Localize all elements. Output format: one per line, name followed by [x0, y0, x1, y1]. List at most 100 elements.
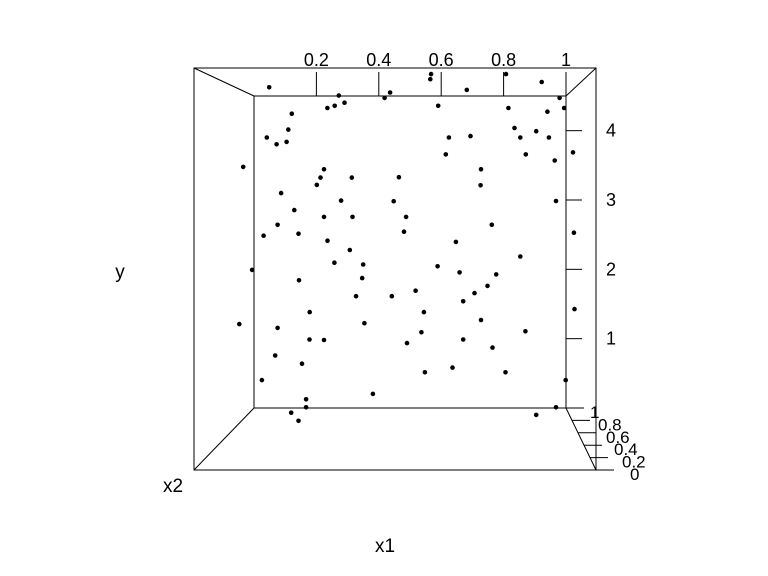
data-point — [307, 309, 313, 315]
x-tick-label: 0.6 — [429, 50, 454, 70]
y-axis: 1 2 3 4 — [566, 121, 616, 349]
data-point — [275, 325, 280, 331]
y-tick-label: 4 — [606, 121, 616, 141]
data-point — [518, 254, 523, 259]
data-point — [478, 167, 484, 172]
data-point — [404, 340, 410, 346]
x-axis-label: x1 — [375, 536, 395, 557]
data-point — [338, 198, 344, 203]
data-point — [422, 370, 428, 375]
data-point — [296, 278, 302, 283]
data-point — [296, 231, 301, 236]
data-point — [382, 95, 387, 101]
data-point — [506, 105, 511, 111]
data-point — [472, 290, 477, 296]
data-point — [321, 167, 327, 172]
data-point — [523, 329, 528, 334]
data-point — [325, 105, 330, 111]
data-point — [321, 337, 327, 343]
data-point — [259, 377, 265, 383]
data-point — [318, 175, 323, 180]
x-tick-label: 0.8 — [491, 50, 516, 70]
data-point — [325, 238, 330, 243]
data-point — [303, 397, 309, 402]
data-point — [350, 214, 355, 220]
data-point — [503, 71, 509, 77]
data-point — [249, 267, 255, 273]
data-points — [237, 71, 577, 424]
data-point — [275, 222, 280, 228]
data-point — [347, 247, 353, 253]
data-point — [533, 128, 539, 134]
z-tick-label: 0 — [630, 465, 639, 484]
data-point — [485, 283, 490, 289]
y-axis-label: y — [115, 262, 125, 283]
data-point — [332, 260, 337, 266]
data-point — [450, 365, 455, 370]
data-point — [460, 337, 466, 342]
data-point — [274, 142, 279, 147]
box-edge-top-right — [565, 67, 597, 97]
data-point — [419, 330, 424, 335]
data-point — [512, 125, 517, 131]
x-tick-label: 0.2 — [304, 50, 329, 70]
data-point — [546, 135, 552, 140]
data-point — [359, 275, 365, 281]
data-point — [286, 127, 291, 132]
x-tick-label: 0.4 — [366, 50, 391, 70]
data-point — [336, 93, 342, 98]
data-point — [332, 103, 338, 109]
z-tick-label: 0.2 — [622, 453, 646, 472]
z-tick-label: 0.6 — [606, 428, 630, 447]
data-point — [303, 405, 309, 410]
data-point — [296, 418, 301, 424]
data-point — [314, 182, 320, 188]
data-point — [401, 229, 407, 234]
data-point — [396, 174, 402, 180]
data-point — [264, 135, 270, 140]
box-edge-top-left — [193, 67, 255, 97]
data-point — [478, 317, 484, 323]
data-point — [460, 299, 466, 304]
data-point — [428, 71, 434, 77]
data-point — [321, 214, 327, 220]
plot-box — [193, 67, 597, 471]
data-point — [266, 85, 272, 90]
data-point — [457, 270, 462, 275]
y-tick-label: 1 — [606, 329, 616, 349]
data-point — [288, 410, 294, 416]
data-point — [553, 405, 559, 410]
data-point — [572, 306, 577, 312]
data-point — [435, 103, 441, 109]
data-point — [533, 412, 539, 418]
data-point — [539, 79, 544, 85]
data-point — [453, 239, 459, 245]
data-point — [490, 345, 495, 350]
data-point — [403, 214, 409, 220]
data-point — [307, 337, 312, 342]
data-point — [552, 158, 557, 163]
box-edge-bottom-right — [565, 407, 597, 471]
z-tick-label: 1 — [590, 403, 599, 422]
data-point — [299, 361, 305, 367]
data-point — [362, 320, 367, 326]
data-point — [478, 183, 483, 188]
data-point — [237, 321, 242, 327]
data-point — [464, 87, 470, 93]
data-point — [523, 152, 529, 157]
data-point — [389, 293, 395, 299]
data-point — [557, 95, 562, 101]
data-point — [261, 233, 266, 238]
data-point — [292, 207, 297, 213]
data-point — [503, 370, 508, 375]
data-point — [360, 262, 366, 267]
z-tick-label: 0.4 — [614, 440, 638, 459]
data-point — [545, 109, 550, 114]
y-tick-label: 3 — [606, 190, 616, 210]
data-point — [284, 139, 289, 145]
data-point — [571, 230, 577, 235]
data-point — [391, 198, 397, 204]
data-point — [563, 377, 568, 383]
z-tick-label: 0.8 — [598, 415, 622, 434]
